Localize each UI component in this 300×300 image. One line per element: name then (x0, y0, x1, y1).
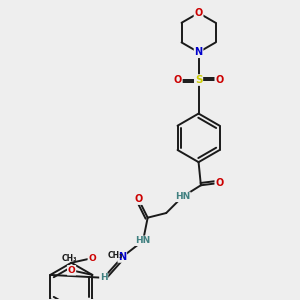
Text: O: O (134, 194, 142, 204)
Text: HN: HN (175, 192, 190, 201)
Text: O: O (88, 254, 96, 262)
Text: O: O (215, 75, 223, 85)
Text: O: O (68, 266, 75, 275)
Text: S: S (195, 75, 202, 85)
Text: HN: HN (135, 236, 151, 245)
Text: CH₃: CH₃ (61, 254, 77, 263)
Text: O: O (174, 75, 182, 85)
Text: N: N (194, 47, 202, 57)
Text: CH₃: CH₃ (107, 251, 123, 260)
Text: O: O (215, 178, 223, 188)
Text: O: O (194, 8, 203, 18)
Text: H: H (100, 273, 108, 282)
Text: N: N (118, 252, 126, 262)
